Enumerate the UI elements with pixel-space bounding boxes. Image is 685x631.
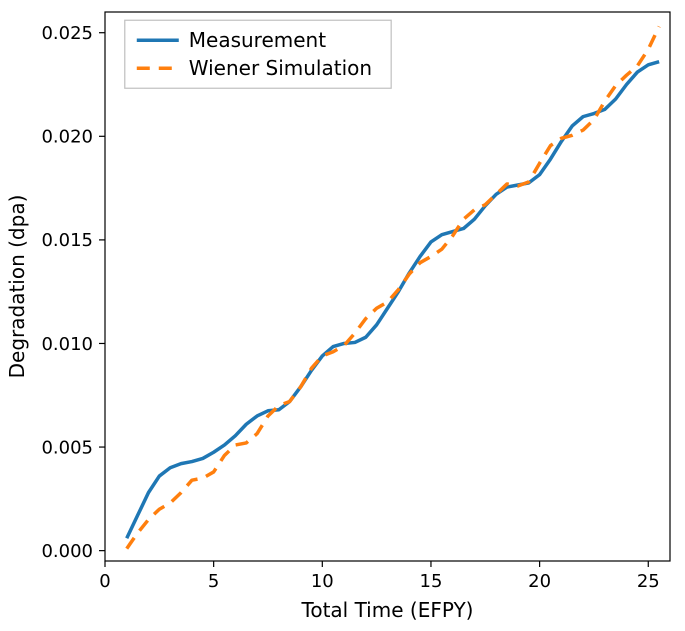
x-axis-label: Total Time (EFPY) [301, 598, 474, 622]
y-tick-label: 0.000 [41, 541, 93, 562]
legend-label-0: Measurement [189, 28, 326, 52]
y-tick-label: 0.010 [41, 334, 93, 355]
x-tick-label: 25 [637, 571, 660, 592]
legend: Measurement Wiener Simulation [125, 20, 391, 88]
y-tick-label: 0.005 [41, 437, 93, 458]
chart-svg: 0 5 10 15 20 25 0.000 0.005 0.010 0.015 0.020 0.025… [0, 0, 685, 631]
y-tick-label: 0.025 [41, 23, 93, 44]
x-tick-label: 20 [528, 571, 551, 592]
legend-label-1: Wiener Simulation [189, 56, 372, 80]
y-axis-label: Degradation (dpa) [5, 195, 29, 379]
x-tick-label: 5 [208, 571, 219, 592]
x-tick-label: 15 [420, 571, 443, 592]
y-tick-label: 0.015 [41, 230, 93, 251]
chart-background [0, 0, 685, 631]
x-tick-label: 0 [99, 571, 110, 592]
degradation-chart: 0 5 10 15 20 25 0.000 0.005 0.010 0.015 0.020 0.025… [0, 0, 685, 631]
x-tick-label: 10 [311, 571, 334, 592]
y-tick-label: 0.020 [41, 127, 93, 148]
